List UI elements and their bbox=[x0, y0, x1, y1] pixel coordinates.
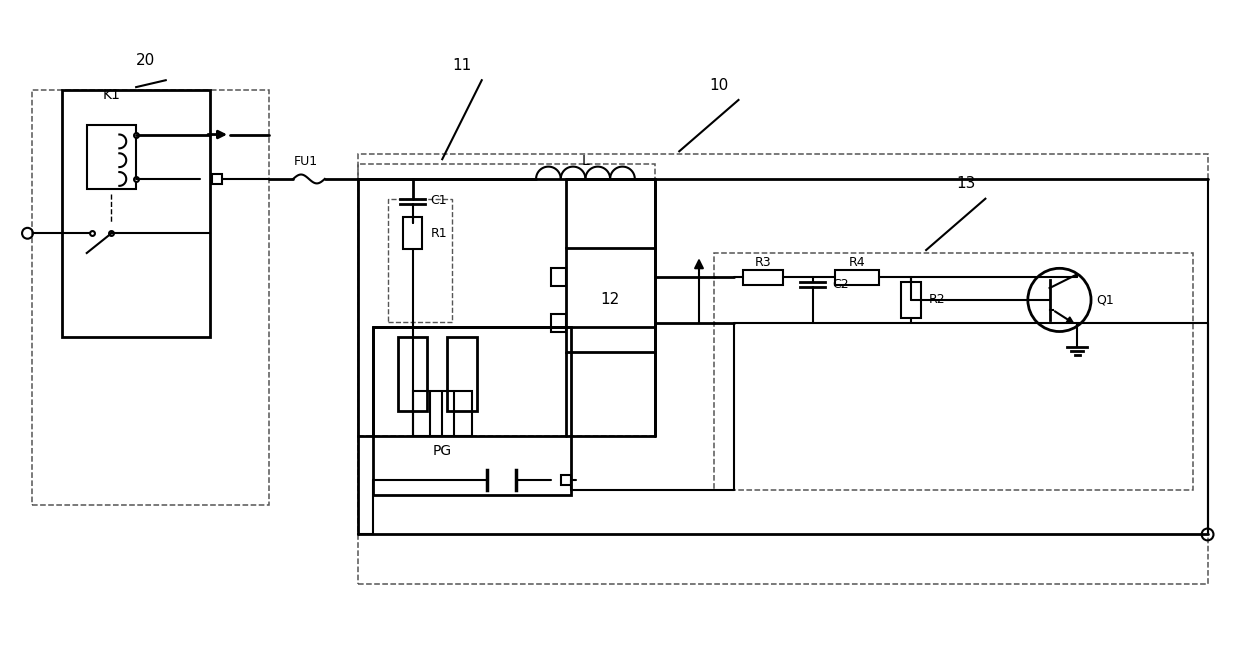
Text: R1: R1 bbox=[430, 227, 448, 239]
Bar bbox=[448, 337, 477, 411]
Text: K1: K1 bbox=[103, 88, 120, 102]
Bar bbox=[212, 174, 222, 184]
Bar bbox=[836, 269, 879, 285]
Bar bbox=[373, 327, 570, 495]
Bar bbox=[744, 269, 782, 285]
Text: 11: 11 bbox=[453, 58, 471, 73]
Bar bbox=[901, 282, 921, 317]
Bar bbox=[398, 337, 428, 411]
Bar bbox=[403, 217, 423, 249]
Bar bbox=[358, 164, 655, 436]
Text: FU1: FU1 bbox=[294, 155, 317, 167]
Text: L: L bbox=[582, 154, 589, 168]
Text: R4: R4 bbox=[848, 256, 866, 269]
Text: R2: R2 bbox=[929, 293, 946, 306]
Bar bbox=[32, 90, 269, 505]
Text: C2: C2 bbox=[832, 278, 849, 291]
Bar bbox=[87, 125, 136, 189]
Text: 13: 13 bbox=[956, 176, 976, 191]
Bar bbox=[62, 90, 211, 337]
Bar bbox=[413, 392, 472, 436]
Text: R3: R3 bbox=[755, 256, 771, 269]
Bar bbox=[388, 199, 453, 322]
Bar bbox=[358, 154, 1208, 584]
Bar bbox=[560, 475, 570, 485]
Text: Q1: Q1 bbox=[1096, 293, 1114, 306]
Text: C1: C1 bbox=[430, 194, 448, 207]
Bar bbox=[714, 253, 1193, 490]
Text: 12: 12 bbox=[600, 292, 620, 307]
Bar bbox=[565, 248, 655, 352]
Text: PG: PG bbox=[433, 444, 451, 458]
Text: 20: 20 bbox=[136, 53, 156, 68]
Bar bbox=[551, 314, 565, 331]
Text: 10: 10 bbox=[709, 77, 728, 93]
Bar bbox=[551, 268, 565, 286]
